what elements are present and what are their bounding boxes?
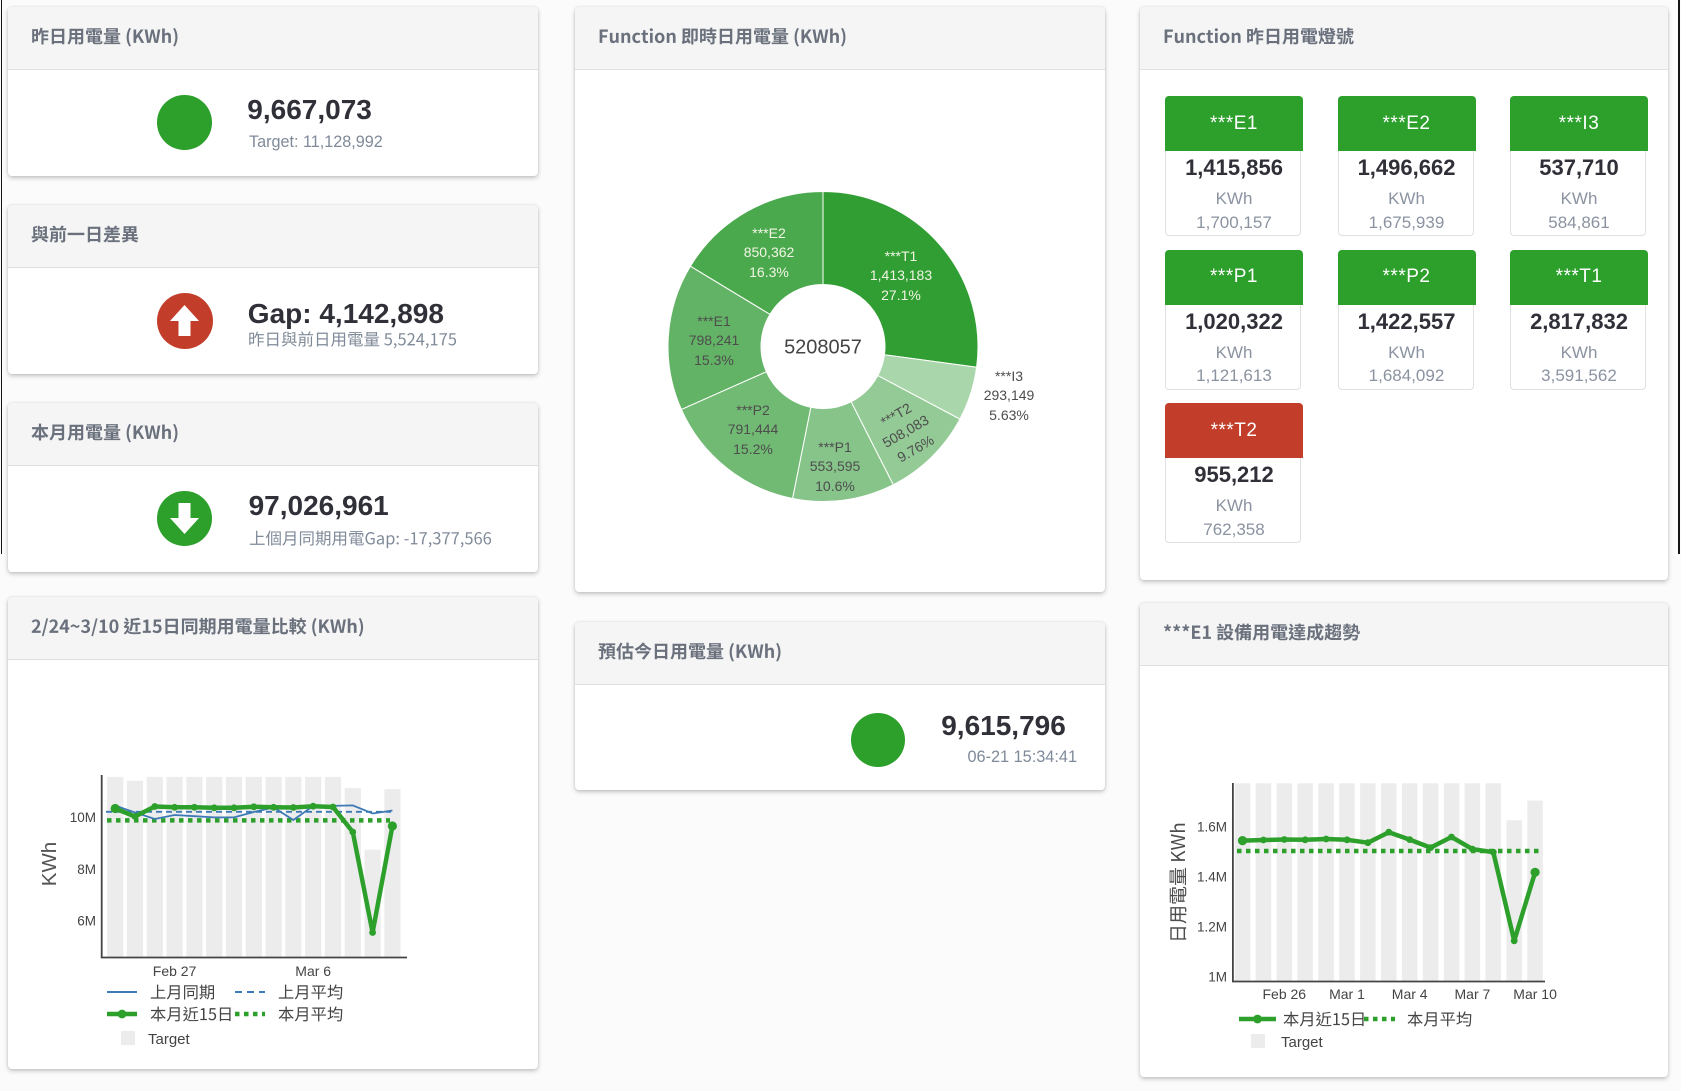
svg-text:Mar 1: Mar 1 [1329, 986, 1365, 1002]
svg-text:1M: 1M [1208, 970, 1227, 985]
svg-text:6M: 6M [77, 914, 96, 929]
svg-text:Mar 10: Mar 10 [1513, 986, 1557, 1002]
svg-text:1.6M: 1.6M [1197, 820, 1227, 835]
svg-text:Mar 6: Mar 6 [295, 963, 331, 979]
svg-text:1.4M: 1.4M [1197, 870, 1227, 885]
svg-text:Feb 27: Feb 27 [153, 963, 197, 979]
svg-text:10M: 10M [70, 810, 96, 825]
svg-text:KWh: KWh [38, 842, 61, 886]
svg-text:Mar 7: Mar 7 [1455, 986, 1491, 1002]
svg-text:8M: 8M [77, 862, 96, 877]
svg-text:Mar 4: Mar 4 [1392, 986, 1428, 1002]
svg-text:1.2M: 1.2M [1197, 920, 1227, 935]
svg-text:Feb 26: Feb 26 [1263, 986, 1307, 1002]
